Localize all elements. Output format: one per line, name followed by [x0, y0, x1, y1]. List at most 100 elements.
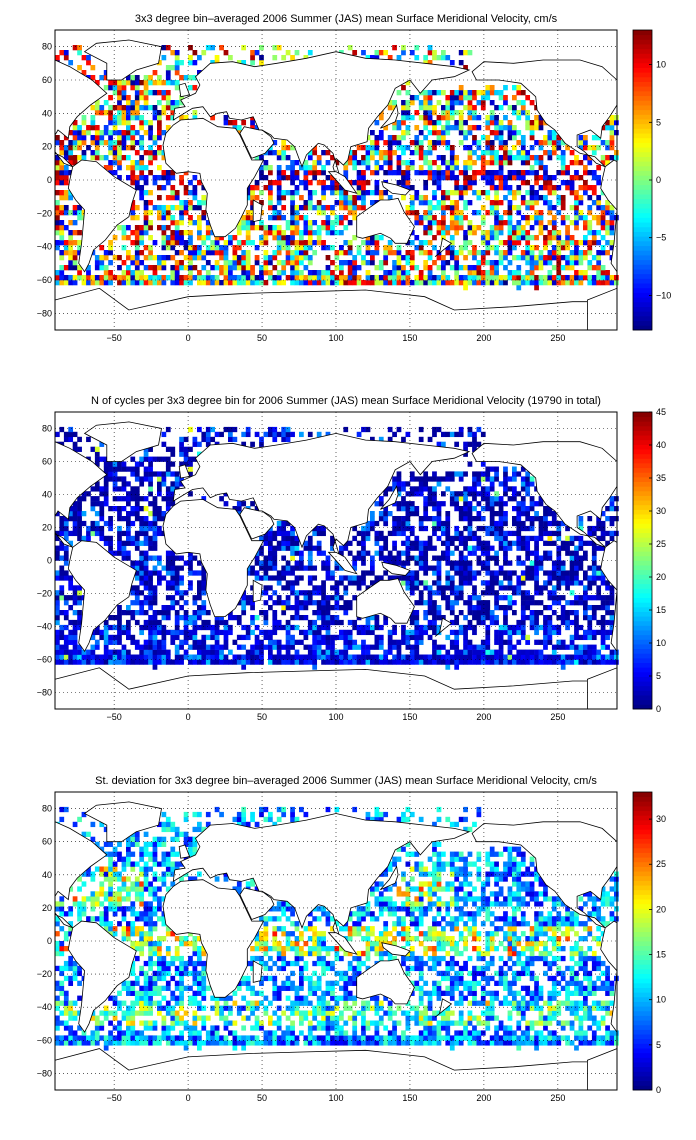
bin-cell — [374, 501, 380, 507]
bin-cell — [352, 270, 358, 276]
bin-cell — [463, 235, 468, 241]
bin-cell — [312, 160, 318, 166]
bin-cell — [299, 180, 304, 186]
bin-cell — [165, 95, 171, 101]
bin-cell — [343, 205, 349, 211]
bin-cell — [476, 225, 482, 231]
bin-cell — [254, 225, 260, 231]
bin-cell — [454, 205, 460, 211]
bin-cell — [503, 610, 508, 616]
bin-cell — [401, 110, 406, 116]
bin-cell — [578, 659, 584, 665]
bin-cell — [276, 240, 282, 246]
bin-cell — [498, 649, 504, 655]
bin-cell — [303, 280, 309, 286]
bin-cell — [512, 105, 517, 111]
bin-cell — [316, 225, 322, 231]
bin-cell — [299, 654, 304, 660]
bin-cell — [520, 230, 526, 236]
bin-cell — [609, 624, 615, 631]
bin-cell — [569, 600, 575, 606]
bin-cell — [303, 545, 309, 551]
bin-cell — [339, 185, 344, 191]
bin-cell — [547, 250, 553, 256]
bin-cell — [498, 639, 504, 645]
bin-cell — [290, 644, 295, 650]
bin-cell — [245, 190, 251, 196]
bin-cell — [268, 215, 273, 221]
bin-cell — [529, 225, 535, 231]
bin-cell — [321, 220, 326, 226]
bin-cell — [583, 270, 588, 276]
bin-cell — [472, 545, 477, 551]
bin-cell — [139, 525, 145, 532]
bin-cell — [134, 100, 140, 106]
bin-cell — [299, 205, 304, 211]
bin-cell — [423, 654, 429, 660]
bin-cell — [423, 545, 429, 551]
bin-cell — [356, 654, 362, 660]
map-panel-2: N of cycles per 3x3 degree bin for 2006 … — [37, 395, 666, 722]
bin-cell — [232, 120, 238, 126]
bin-cell — [259, 240, 264, 246]
bin-cell — [303, 615, 309, 621]
bin-cell — [441, 200, 446, 206]
bin-cell — [583, 235, 588, 241]
bin-cell — [392, 45, 397, 51]
bin-cell — [418, 240, 424, 246]
bin-cell — [463, 180, 468, 186]
bin-cell — [245, 595, 251, 601]
bin-cell — [108, 476, 113, 482]
bin-cell — [259, 165, 264, 171]
colorbar-step — [633, 245, 652, 251]
bin-cell — [503, 570, 508, 576]
bin-cell — [565, 265, 570, 271]
bin-cell — [126, 175, 131, 181]
bin-cell — [161, 225, 167, 231]
colorbar-step — [633, 250, 652, 256]
bin-cell — [543, 225, 548, 231]
bin-cell — [467, 575, 473, 581]
bin-cell — [472, 225, 477, 231]
bin-cell — [307, 240, 313, 246]
bin-cell — [574, 545, 579, 551]
bin-cell — [214, 624, 220, 631]
bin-cell — [516, 545, 522, 551]
bin-cell — [223, 245, 229, 251]
bin-cell — [143, 85, 149, 91]
bin-cell — [485, 629, 491, 636]
bin-cell — [219, 649, 224, 655]
bin-cell — [254, 255, 260, 261]
bin-cell — [143, 215, 149, 221]
bin-cell — [99, 525, 105, 532]
bin-cell — [600, 615, 606, 621]
bin-cell — [396, 516, 402, 522]
bin-cell — [409, 185, 415, 191]
bin-cell — [63, 135, 69, 141]
bin-cell — [334, 230, 340, 236]
bin-cell — [165, 501, 171, 507]
bin-cell — [307, 205, 313, 211]
bin-cell — [72, 644, 78, 650]
bin-cell — [472, 629, 477, 636]
bin-cell — [596, 220, 602, 226]
bin-cell — [534, 501, 539, 507]
bin-cell — [383, 190, 389, 196]
bin-cell — [188, 60, 193, 66]
bin-cell — [157, 629, 162, 636]
bin-cell — [538, 140, 544, 146]
bin-cell — [148, 501, 153, 507]
bin-cell — [250, 585, 255, 591]
bin-cell — [512, 170, 517, 176]
bin-cell — [609, 530, 615, 537]
bin-cell — [197, 580, 202, 586]
bin-cell — [476, 210, 482, 216]
bin-cell — [303, 165, 309, 171]
bin-cell — [441, 135, 446, 141]
bin-cell — [205, 280, 211, 286]
bin-cell — [476, 644, 482, 650]
bin-cell — [441, 220, 446, 226]
bin-cell — [472, 110, 477, 116]
bin-cell — [494, 619, 499, 626]
bin-cell — [498, 624, 504, 631]
